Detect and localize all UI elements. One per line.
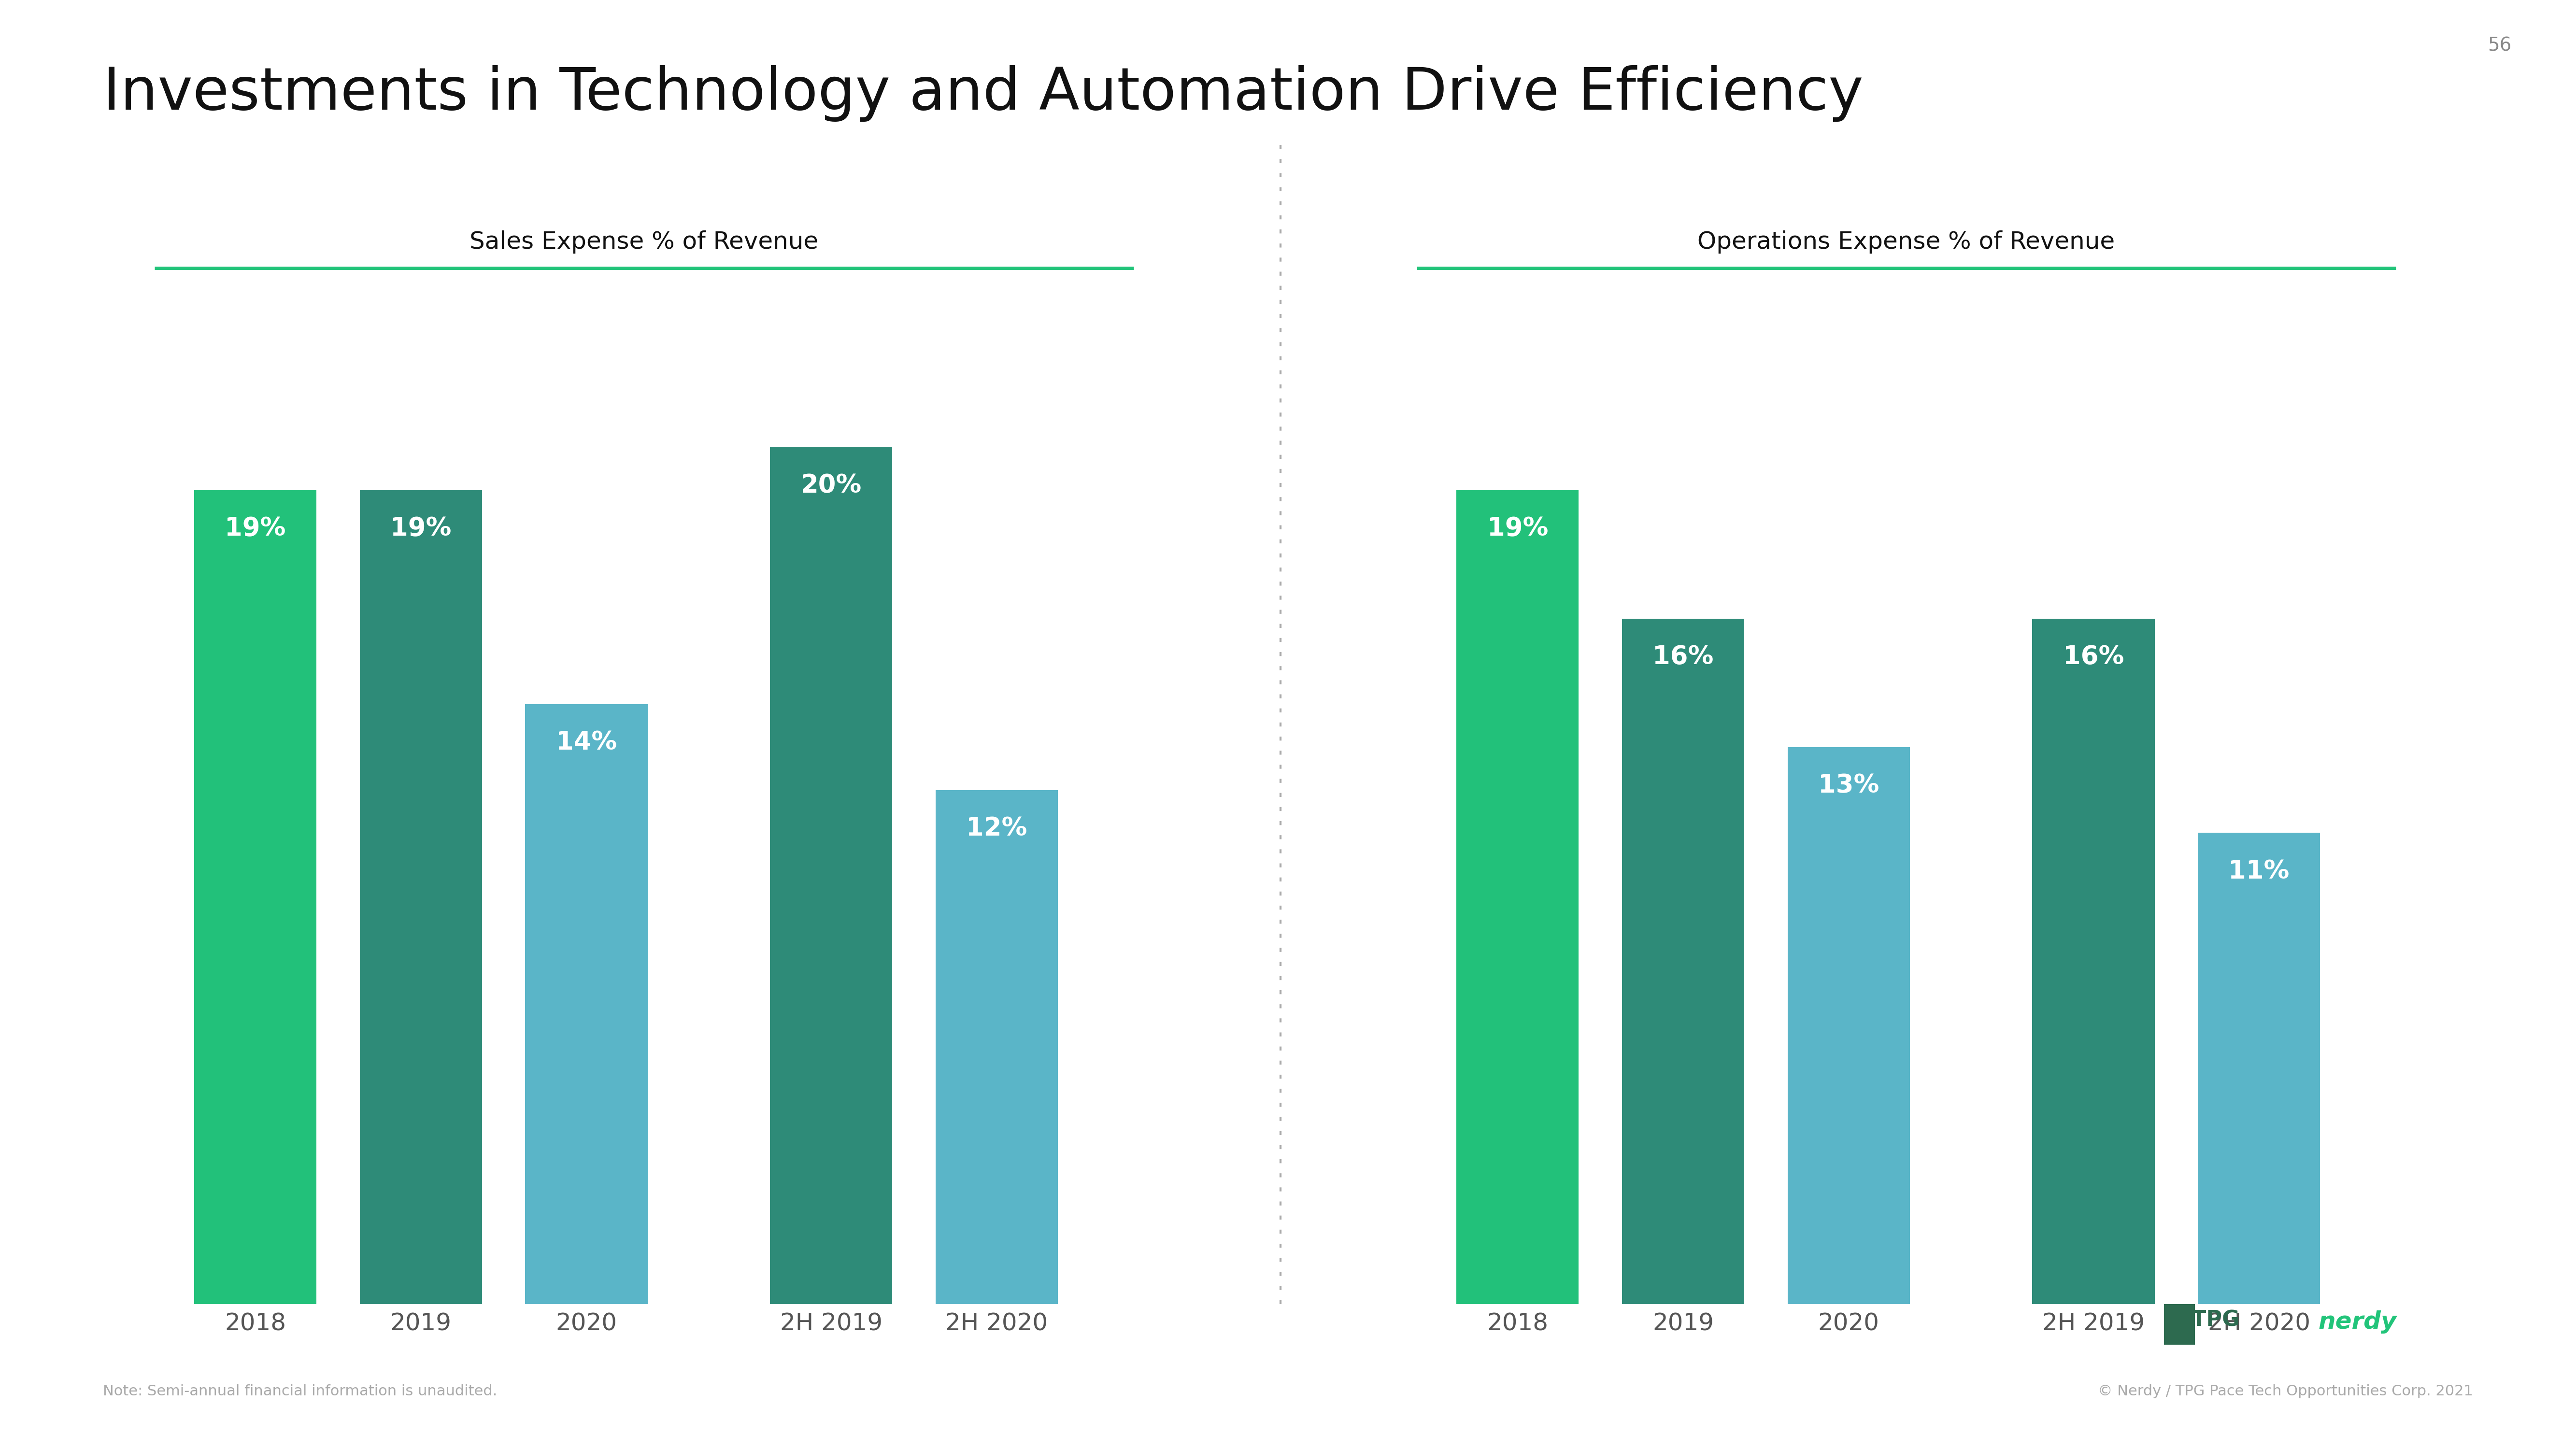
Text: 16%: 16% [2063, 645, 2123, 669]
Text: TPG: TPG [2177, 1310, 2239, 1330]
Text: 19%: 19% [1486, 516, 1548, 540]
Text: 19%: 19% [392, 516, 451, 540]
Text: 12%: 12% [966, 816, 1028, 840]
Text: nerdy: nerdy [2318, 1310, 2396, 1333]
Bar [526, 704, 647, 1304]
Text: 14%: 14% [556, 730, 616, 755]
Text: 16%: 16% [1654, 645, 1713, 669]
Bar [1623, 619, 1744, 1304]
Bar [193, 490, 317, 1304]
Text: Note: Semi-annual financial information is unaudited.: Note: Semi-annual financial information … [103, 1384, 497, 1398]
Text: 19%: 19% [224, 516, 286, 540]
Text: 20%: 20% [801, 472, 860, 498]
Bar [2032, 619, 2154, 1304]
Text: 11%: 11% [2228, 859, 2290, 884]
Text: Operations Expense % of Revenue: Operations Expense % of Revenue [1698, 230, 2115, 254]
Bar [1788, 748, 1909, 1304]
Text: Sales Expense % of Revenue: Sales Expense % of Revenue [469, 230, 819, 254]
Text: © Nerdy / TPG Pace Tech Opportunities Corp. 2021: © Nerdy / TPG Pace Tech Opportunities Co… [2097, 1384, 2473, 1398]
Bar [1455, 490, 1579, 1304]
Text: 13%: 13% [1819, 772, 1878, 798]
Bar [935, 790, 1059, 1304]
Text: 56: 56 [2488, 36, 2512, 55]
Bar [770, 448, 891, 1304]
Text: Investments in Technology and Automation Drive Efficiency: Investments in Technology and Automation… [103, 65, 1862, 122]
Bar [2197, 833, 2321, 1304]
Bar [361, 490, 482, 1304]
